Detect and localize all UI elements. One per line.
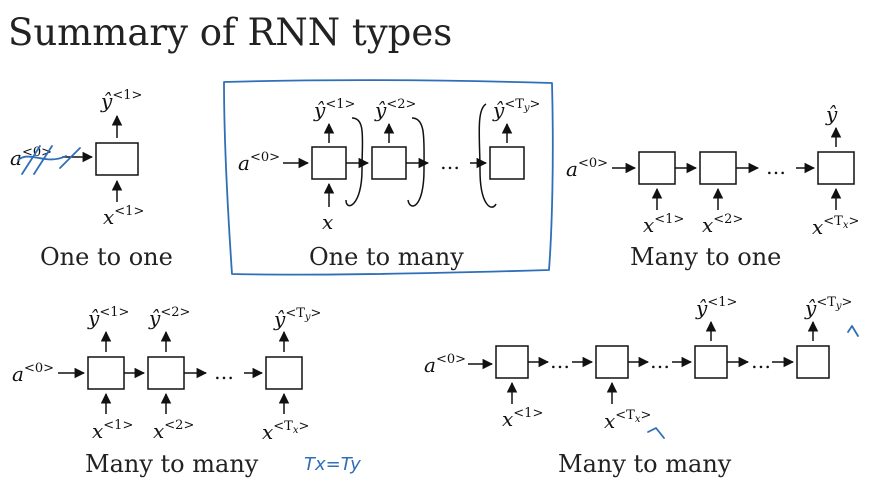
input-label-tx: x<Tx> — [604, 408, 651, 433]
output-label-ty: ŷ<Ty> — [492, 97, 540, 122]
panel-many-to-many-seq: a<0> … … … x<1> x<Tx> ŷ<1> ŷ<Ty> Many to… — [424, 295, 859, 478]
panel-many-to-one: a<0> … ŷ x<1> x<2> x<Tx> Many to one — [566, 102, 859, 271]
rnn-cell-2 — [371, 146, 407, 180]
activation-label: a<0> — [12, 361, 54, 386]
caption-many-to-one: Many to one — [630, 243, 781, 271]
slide-title: Summary of RNN types — [8, 11, 452, 54]
input-label: x — [322, 210, 333, 234]
output-label-ty: ŷ<Ty> — [273, 306, 321, 331]
output-label: ŷ — [825, 102, 838, 126]
output-label-1: ŷ<1> — [87, 305, 129, 330]
rnn-cell-1 — [311, 146, 347, 180]
ellipsis-decoder: … — [751, 349, 771, 373]
rnn-cell-1 — [638, 151, 676, 185]
input-label-tx: x<Tx> — [262, 419, 309, 444]
output-label-2: ŷ<2> — [374, 97, 416, 122]
rnn-cell-t — [265, 356, 303, 390]
caption-one-to-many: One to many — [309, 243, 464, 271]
panel-one-to-many: a<0> … ŷ<1> ŷ<2> ŷ<Ty> x One to many — [223, 79, 554, 276]
rnn-cell-ty — [489, 146, 525, 180]
input-label-1: x<1> — [92, 418, 133, 443]
feedback-loop-1 — [345, 117, 364, 207]
ellipsis: … — [440, 150, 460, 174]
ellipsis: … — [766, 155, 786, 179]
input-label-2: x<2> — [702, 212, 743, 237]
activation-label: a<0> — [238, 150, 280, 175]
activation-label: a<0> — [424, 352, 466, 377]
ink-mark-tx — [647, 427, 665, 439]
output-label-1: ŷ<1> — [695, 295, 737, 320]
ellipsis: … — [214, 360, 234, 384]
input-label-2: x<2> — [153, 418, 194, 443]
input-label-1: x<1> — [643, 212, 684, 237]
feedback-loop-3 — [478, 103, 497, 208]
cross-out-scribble — [17, 145, 81, 175]
decoder-cell-1 — [694, 345, 728, 379]
output-label-1: ŷ<1> — [313, 97, 355, 122]
caption-many-to-many-seq: Many to many — [558, 450, 732, 478]
ink-mark-ty — [847, 325, 859, 337]
output-label-ty: ŷ<Ty> — [804, 295, 852, 320]
caption-one-to-one: One to one — [40, 243, 173, 271]
caption-many-to-many-equal: Many to many — [85, 450, 259, 478]
handwritten-note: Tx=Ty — [304, 454, 361, 475]
input-label: x<1> — [103, 204, 144, 229]
input-label-1: x<1> — [502, 406, 543, 431]
panel-many-to-many-equal: a<0> … ŷ<1> ŷ<2> ŷ<Ty> x<1> x<2> x<Tx> M… — [12, 305, 361, 478]
rnn-cell — [95, 142, 139, 176]
rnn-cell-1 — [87, 356, 125, 390]
encoder-cell-tx — [595, 345, 629, 379]
output-label: ŷ<1> — [100, 88, 142, 113]
input-label-tx: x<Tx> — [812, 214, 859, 239]
ellipsis-middle: … — [650, 349, 670, 373]
panel-one-to-one: ŷ<1> x<1> a<0> One to one — [10, 88, 173, 271]
output-label-2: ŷ<2> — [148, 305, 190, 330]
rnn-cell-tx — [817, 151, 855, 185]
feedback-loop-2 — [407, 117, 425, 207]
highlight-box — [223, 79, 554, 276]
activation-label: a<0> — [566, 156, 608, 181]
decoder-cell-ty — [796, 345, 830, 379]
rnn-cell-2 — [699, 151, 737, 185]
ellipsis-encoder: … — [550, 349, 570, 373]
rnn-cell-2 — [147, 356, 185, 390]
encoder-cell-1 — [495, 345, 529, 379]
